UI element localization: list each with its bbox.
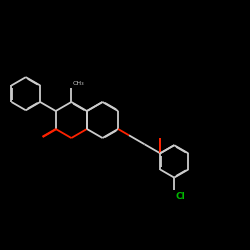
Text: CH₃: CH₃ bbox=[72, 81, 84, 86]
Text: Cl: Cl bbox=[176, 192, 185, 201]
